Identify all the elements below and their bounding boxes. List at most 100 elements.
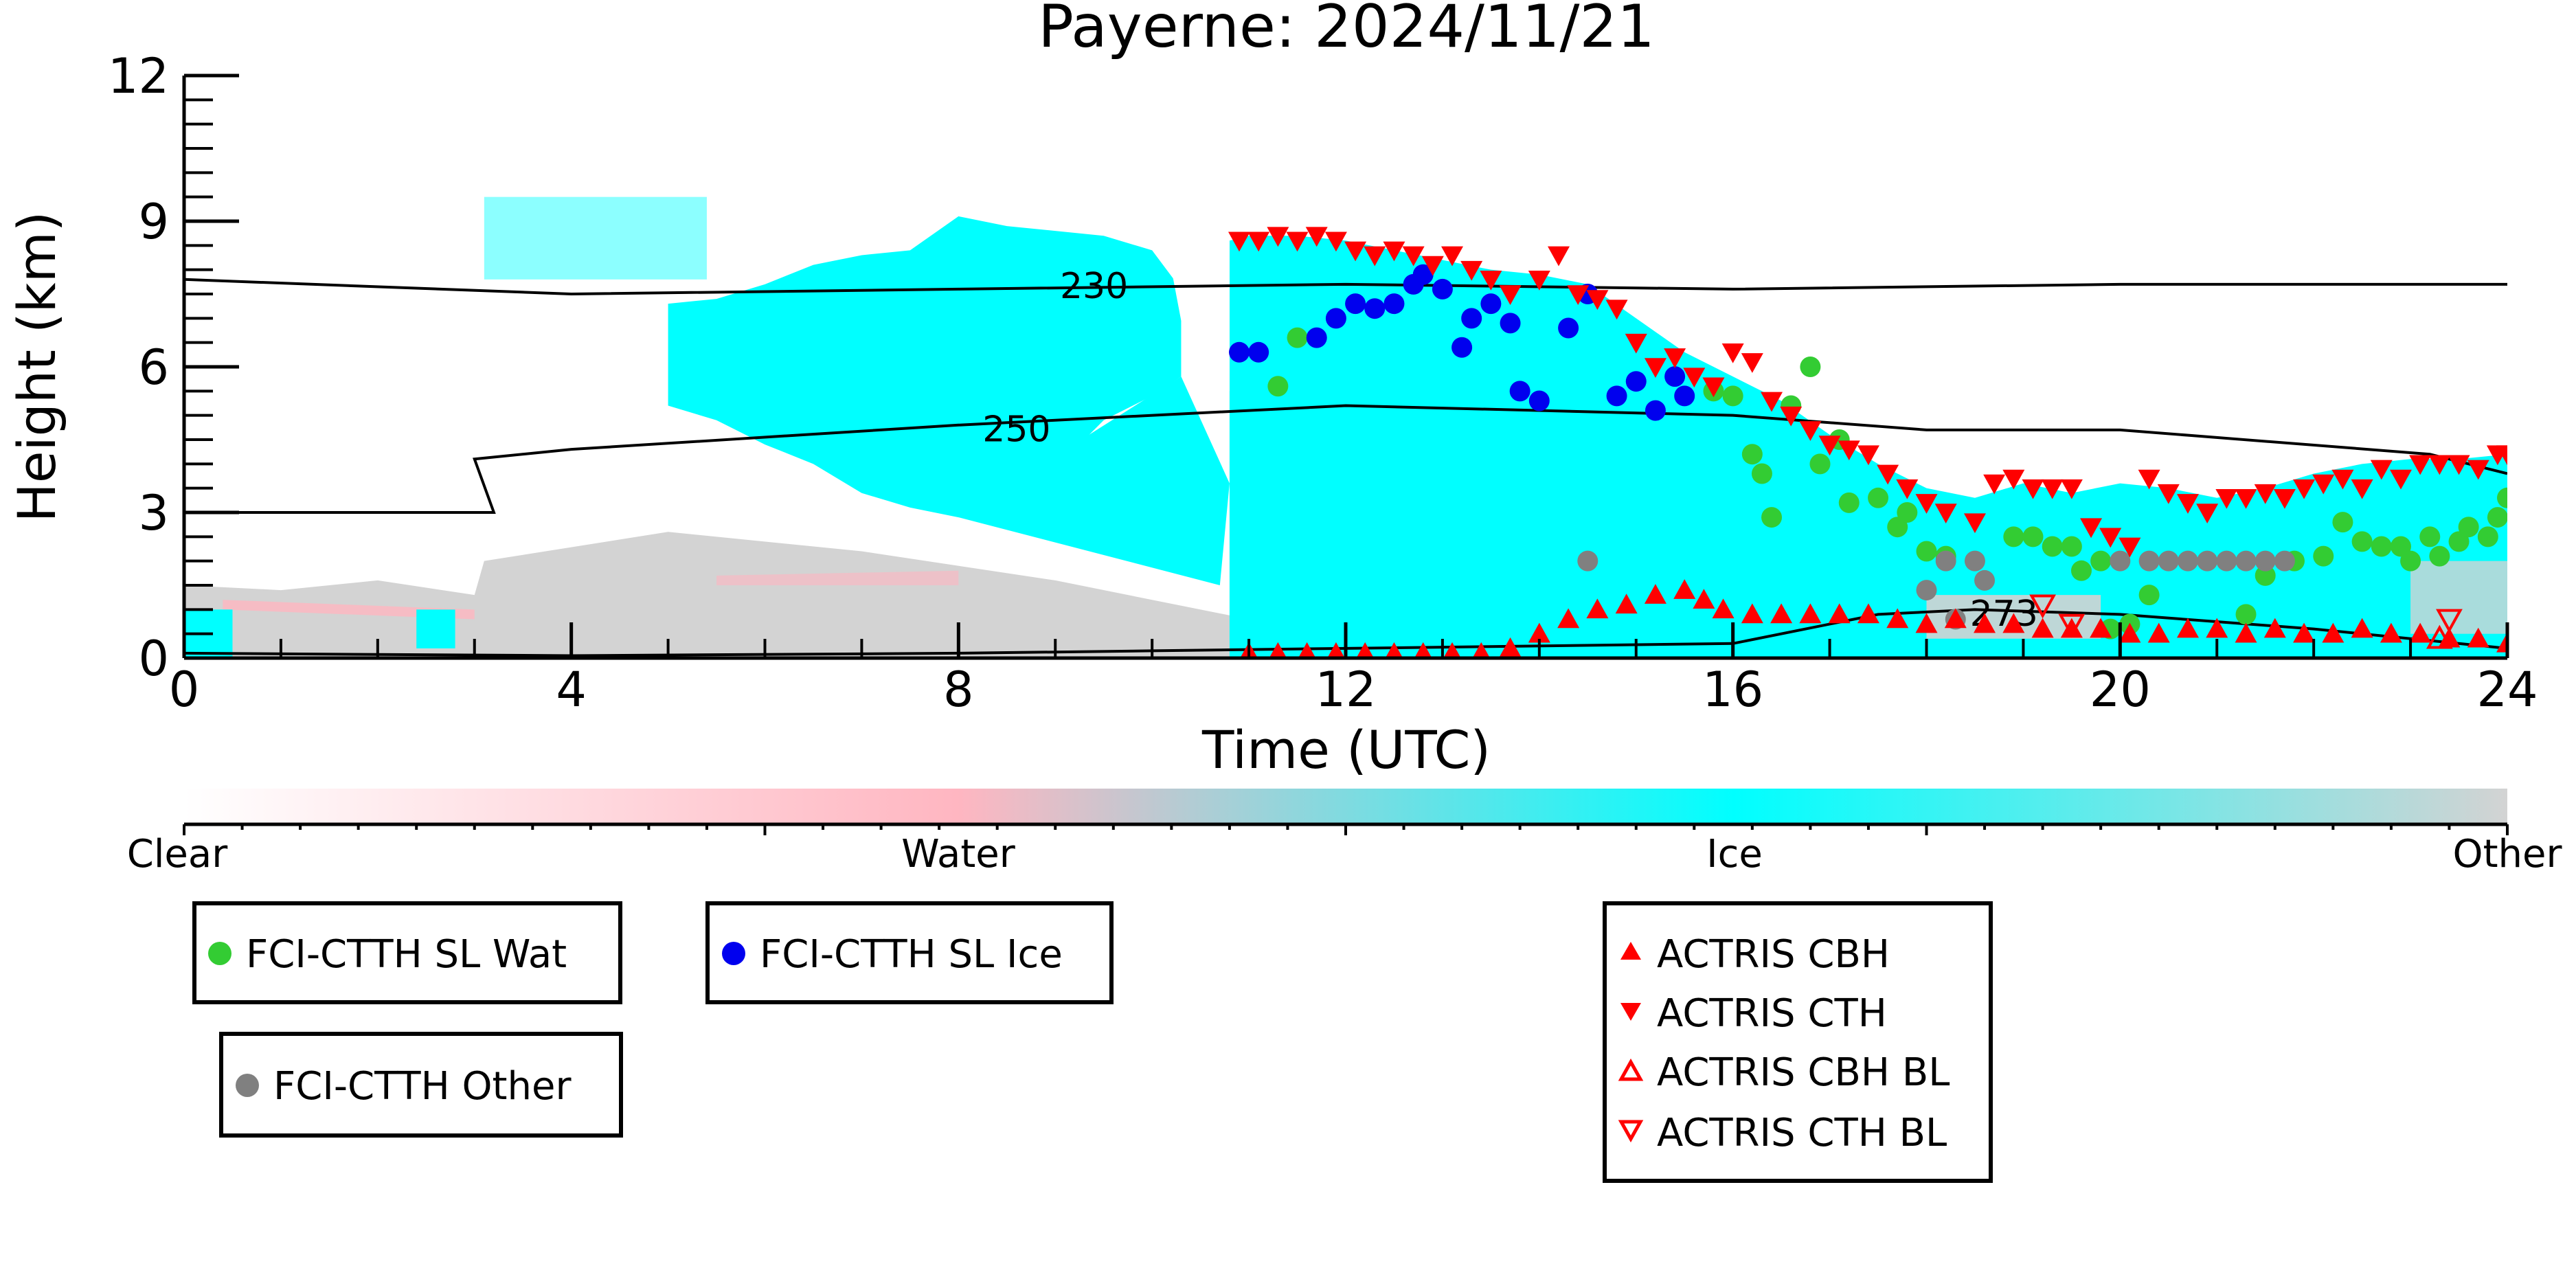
- point-actris-cbh: [1693, 589, 1715, 609]
- legend-label-ice: FCI-CTTH SL Ice: [760, 932, 1063, 977]
- point-actris-cbh: [1298, 642, 1316, 658]
- point-fci-ctth-sl-wat: [2022, 526, 2044, 547]
- y-tick-label: 9: [138, 194, 169, 250]
- point-fci-ctth-other: [1577, 550, 1598, 572]
- point-fci-ctth-sl-ice: [1664, 366, 1686, 387]
- point-fci-ctth-sl-ice: [1625, 371, 1647, 392]
- point-fci-ctth-sl-wat: [2003, 526, 2024, 547]
- point-actris-cth: [2119, 537, 2141, 558]
- legend-marker-cbh: [1620, 942, 1641, 960]
- point-actris-cth: [2273, 489, 2296, 509]
- point-fci-ctth-sl-wat: [1897, 502, 1918, 523]
- legend-actris: ACTRIS CBH ACTRIS CTH ACTRIS CBH BL ACTR…: [1603, 901, 1993, 1183]
- point-fci-ctth-other: [2138, 550, 2160, 572]
- legend-marker-other: [236, 1074, 259, 1097]
- point-fci-ctth-other: [2255, 550, 2276, 572]
- point-actris-cth: [1983, 474, 2006, 495]
- point-actris-cbh: [1557, 608, 1580, 629]
- point-actris-cbh: [1673, 579, 1696, 599]
- point-actris-cth: [2215, 489, 2238, 509]
- point-actris-cbh: [2322, 622, 2345, 643]
- point-actris-cth: [2331, 469, 2354, 490]
- point-actris-cth: [1721, 343, 1744, 363]
- point-fci-ctth-sl-wat: [1761, 507, 1783, 528]
- contour-250: [184, 404, 2507, 514]
- point-fci-ctth-sl-wat: [1868, 487, 1889, 508]
- point-actris-cth: [1896, 479, 1919, 499]
- point-actris-cbh: [1770, 603, 1793, 624]
- point-actris-cth: [2448, 455, 2470, 475]
- point-actris-cbh: [1974, 613, 1996, 633]
- point-actris-cbh: [2438, 627, 2461, 648]
- point-fci-ctth-other: [1964, 550, 1985, 572]
- x-tick-label: 8: [943, 662, 974, 718]
- point-fci-ctth-other: [2197, 550, 2218, 572]
- point-actris-cth: [1567, 285, 1590, 305]
- point-fci-ctth-sl-ice: [1500, 313, 1521, 334]
- point-actris-cbh: [2176, 618, 2199, 638]
- legend-label-cth-bl: ACTRIS CTH BL: [1657, 1111, 1947, 1155]
- point-actris-cth: [1344, 241, 1367, 262]
- point-fci-ctth-sl-wat: [1267, 376, 1289, 397]
- point-actris-cth: [1838, 440, 1860, 461]
- x-tick-label: 16: [1702, 662, 1763, 718]
- point-actris-cbh: [1886, 608, 1909, 629]
- point-actris-cth: [1528, 271, 1550, 291]
- other-patch: [2410, 561, 2507, 634]
- point-actris-cth: [1605, 300, 1628, 320]
- point-fci-ctth-other: [1935, 550, 1956, 572]
- point-actris-cth: [1818, 436, 1841, 456]
- point-actris-cth-bl: [2029, 594, 2056, 619]
- point-fci-ctth-sl-wat: [2138, 585, 2160, 606]
- point-actris-cbh: [2002, 613, 2025, 633]
- point-fci-ctth-other: [2274, 550, 2295, 572]
- point-fci-ctth-sl-wat: [2061, 536, 2082, 557]
- legend-label-other: FCI-CTTH Other: [273, 1064, 572, 1109]
- x-tick-label: 0: [169, 662, 200, 718]
- point-actris-cth: [1857, 445, 1879, 466]
- point-fci-ctth-sl-ice: [1383, 293, 1405, 315]
- point-actris-cth: [1644, 358, 1667, 378]
- point-actris-cth: [2041, 479, 2064, 499]
- legend-other: FCI-CTTH Other: [219, 1032, 623, 1138]
- point-fci-ctth-sl-ice: [1248, 341, 1269, 363]
- point-actris-cth: [1664, 348, 1686, 368]
- point-actris-cth: [2060, 479, 2083, 499]
- point-fci-ctth-sl-wat: [1741, 444, 1763, 465]
- point-fci-ctth-other: [2177, 550, 2198, 572]
- point-actris-cbh: [2206, 618, 2228, 638]
- point-fci-ctth-sl-wat: [1751, 463, 1772, 484]
- y-tick-label: 6: [138, 339, 169, 396]
- x-axis-label: Time (UTC): [1201, 719, 1491, 780]
- point-actris-cth: [1480, 271, 1502, 291]
- colorbar-label-clear: Clear: [127, 832, 228, 877]
- point-actris-cth: [2099, 528, 2122, 548]
- point-actris-cbh: [2119, 622, 2141, 643]
- point-actris-cth: [1586, 290, 1609, 310]
- point-fci-ctth-sl-wat: [1809, 453, 1831, 475]
- point-actris-cth: [2293, 479, 2316, 499]
- point-actris-cth-bl: [2058, 613, 2086, 638]
- point-actris-cth: [1305, 227, 1328, 247]
- point-actris-cth: [2370, 460, 2393, 480]
- point-fci-ctth-sl-ice: [1432, 278, 1453, 300]
- point-actris-cbh: [1741, 603, 1763, 624]
- point-fci-ctth-sl-ice: [1228, 341, 1250, 363]
- point-fci-ctth-sl-wat: [1838, 492, 1860, 513]
- point-fci-ctth-sl-wat: [2371, 536, 2392, 557]
- point-actris-cth: [2022, 479, 2044, 499]
- point-fci-ctth-sl-ice: [1558, 317, 1579, 339]
- point-fci-ctth-other: [2158, 550, 2179, 572]
- point-actris-cth-bl: [2436, 609, 2463, 633]
- point-fci-ctth-other: [2216, 550, 2237, 572]
- point-actris-cbh: [1385, 642, 1403, 658]
- point-actris-cth: [1934, 504, 1957, 523]
- point-actris-cbh: [2351, 618, 2373, 638]
- point-actris-cbh: [2380, 622, 2402, 643]
- point-actris-cth: [2496, 445, 2507, 466]
- point-fci-ctth-sl-ice: [1345, 293, 1366, 315]
- legend-marker-cth: [1620, 1003, 1641, 1021]
- point-fci-ctth-other: [1974, 569, 1996, 591]
- point-actris-cbh: [2235, 622, 2257, 643]
